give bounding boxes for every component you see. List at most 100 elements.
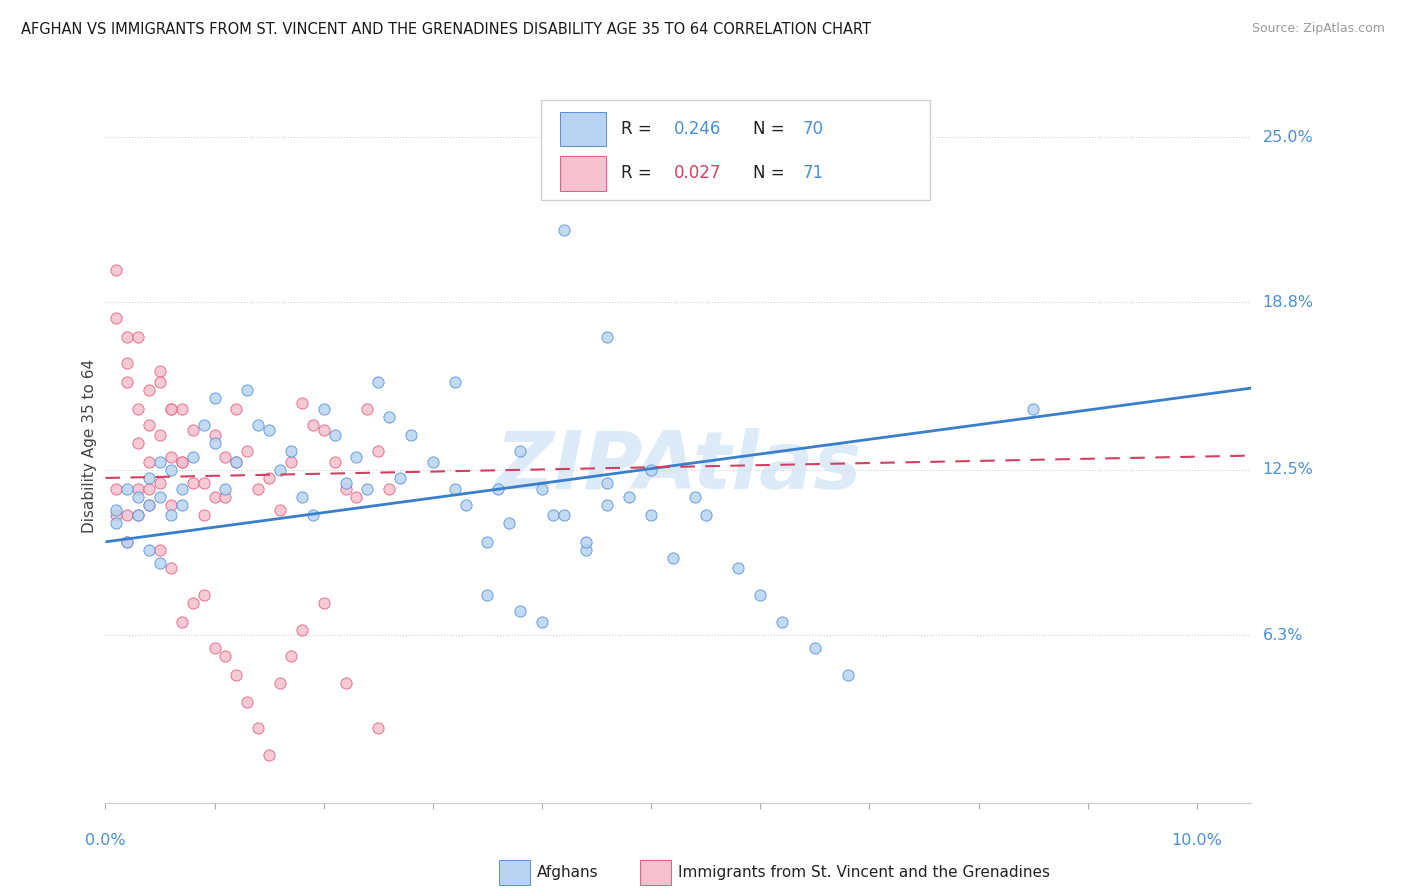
Point (160, 401, 183, 416)
FancyBboxPatch shape (541, 100, 931, 200)
Point (170, 482, 193, 496)
Text: N =: N = (752, 120, 790, 137)
Point (149, 542, 172, 557)
Point (269, 463, 291, 477)
Point (443, 482, 465, 496)
Text: 71: 71 (803, 164, 824, 182)
Point (477, 534, 499, 549)
Point (204, 490, 226, 504)
Point (149, 455, 172, 469)
Point (596, 498, 619, 512)
Point (193, 417, 215, 432)
Point (160, 401, 183, 416)
Point (117, 375, 139, 389)
Text: 70: 70 (803, 120, 823, 137)
Point (160, 450, 183, 464)
Point (170, 455, 193, 469)
Point (389, 471, 412, 485)
Point (127, 508, 149, 523)
Point (247, 417, 270, 432)
Point (117, 508, 139, 523)
Point (356, 482, 378, 496)
Text: 25.0%: 25.0% (1263, 129, 1313, 145)
Point (149, 364, 172, 378)
Text: ZIPAtlas: ZIPAtlas (495, 428, 862, 507)
Point (662, 550, 685, 565)
Point (138, 455, 160, 469)
Text: 6.3%: 6.3% (1263, 628, 1303, 642)
Point (160, 561, 183, 575)
Point (127, 482, 149, 496)
Point (214, 482, 236, 496)
Point (575, 534, 598, 549)
Point (225, 455, 247, 469)
Point (127, 436, 149, 450)
Point (257, 471, 280, 485)
Point (596, 476, 619, 491)
Point (127, 490, 149, 504)
Point (138, 471, 160, 485)
Point (214, 649, 236, 664)
Point (160, 498, 183, 512)
Point (378, 482, 401, 496)
Point (346, 450, 368, 464)
Point (138, 383, 160, 397)
Point (695, 508, 717, 523)
Point (280, 444, 302, 458)
Text: 10.0%: 10.0% (1171, 833, 1222, 848)
Point (204, 428, 226, 442)
Point (236, 383, 259, 397)
Point (335, 676, 357, 690)
Point (127, 401, 149, 416)
Point (225, 668, 247, 682)
Point (1022, 401, 1045, 416)
Point (105, 311, 128, 326)
Point (280, 649, 302, 664)
Point (117, 330, 139, 344)
Point (727, 561, 749, 575)
Point (204, 436, 226, 450)
Point (683, 490, 706, 504)
Point (312, 423, 335, 437)
Point (257, 423, 280, 437)
Text: 0.246: 0.246 (673, 120, 721, 137)
Text: 12.5%: 12.5% (1263, 462, 1313, 477)
Point (640, 508, 662, 523)
Point (181, 596, 204, 610)
Point (291, 490, 314, 504)
Point (477, 588, 499, 602)
Point (138, 498, 160, 512)
Text: 0.0%: 0.0% (86, 833, 125, 848)
Point (105, 503, 128, 517)
Point (247, 482, 270, 496)
Point (225, 401, 247, 416)
Point (138, 417, 160, 432)
Point (149, 476, 172, 491)
Point (117, 534, 139, 549)
Point (170, 401, 193, 416)
Point (356, 401, 378, 416)
Point (530, 482, 553, 496)
Point (291, 396, 314, 410)
Point (553, 223, 575, 237)
Point (117, 482, 139, 496)
Point (312, 401, 335, 416)
Text: AFGHAN VS IMMIGRANTS FROM ST. VINCENT AND THE GRENADINES DISABILITY AGE 35 TO 64: AFGHAN VS IMMIGRANTS FROM ST. VINCENT AN… (21, 22, 872, 37)
Point (367, 375, 389, 389)
Point (214, 450, 236, 464)
Point (509, 444, 531, 458)
Point (160, 463, 183, 477)
Point (204, 641, 226, 656)
Point (640, 463, 662, 477)
Text: R =: R = (621, 120, 657, 137)
Point (269, 503, 291, 517)
Point (770, 615, 793, 629)
FancyBboxPatch shape (561, 112, 606, 146)
Point (596, 330, 619, 344)
Point (236, 695, 259, 709)
Point (225, 455, 247, 469)
Point (170, 455, 193, 469)
Point (170, 498, 193, 512)
Point (105, 508, 128, 523)
Point (323, 455, 346, 469)
